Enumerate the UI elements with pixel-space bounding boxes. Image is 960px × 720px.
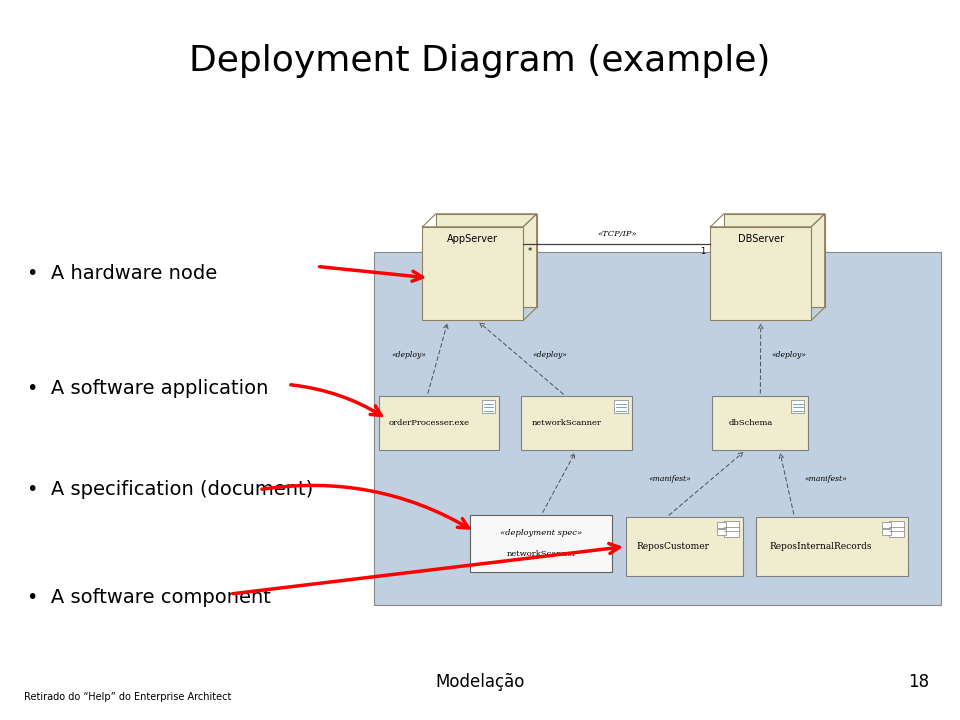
FancyBboxPatch shape <box>379 396 499 450</box>
Text: orderProcesser.exe: orderProcesser.exe <box>389 419 470 427</box>
FancyBboxPatch shape <box>614 400 628 413</box>
Text: AppServer: AppServer <box>447 234 498 244</box>
Text: 1: 1 <box>701 247 706 256</box>
FancyBboxPatch shape <box>756 517 908 576</box>
Text: «manifest»: «manifest» <box>804 475 847 483</box>
Text: networkScanner: networkScanner <box>507 550 576 558</box>
FancyBboxPatch shape <box>626 517 743 576</box>
Text: Retirado do “Help” do Enterprise Architect: Retirado do “Help” do Enterprise Archite… <box>24 692 231 702</box>
FancyBboxPatch shape <box>374 252 941 605</box>
FancyBboxPatch shape <box>521 396 632 450</box>
FancyBboxPatch shape <box>724 521 739 537</box>
Text: «deploy»: «deploy» <box>772 351 806 359</box>
FancyBboxPatch shape <box>882 522 891 528</box>
Text: «manifest»: «manifest» <box>649 475 691 483</box>
Text: «deployment spec»: «deployment spec» <box>500 529 583 537</box>
Text: «deploy»: «deploy» <box>392 351 426 359</box>
Text: DBServer: DBServer <box>737 234 784 244</box>
Text: *: * <box>528 247 532 256</box>
Text: •  A specification (document): • A specification (document) <box>27 480 313 499</box>
FancyBboxPatch shape <box>889 521 904 537</box>
Text: ReposCustomer: ReposCustomer <box>636 542 709 551</box>
FancyBboxPatch shape <box>717 522 726 528</box>
FancyBboxPatch shape <box>882 529 891 535</box>
Text: dbSchema: dbSchema <box>729 419 773 427</box>
Text: «TCP/IP»: «TCP/IP» <box>597 230 636 238</box>
FancyBboxPatch shape <box>717 529 726 535</box>
Text: Deployment Diagram (example): Deployment Diagram (example) <box>189 44 771 78</box>
FancyBboxPatch shape <box>712 396 808 450</box>
Text: ReposInternalRecords: ReposInternalRecords <box>770 542 872 551</box>
Text: networkScanner: networkScanner <box>532 419 602 427</box>
FancyBboxPatch shape <box>710 227 811 320</box>
FancyBboxPatch shape <box>470 515 612 572</box>
Text: «deploy»: «deploy» <box>533 351 567 359</box>
FancyBboxPatch shape <box>791 400 804 413</box>
Text: 18: 18 <box>908 673 929 691</box>
Text: •  A software application: • A software application <box>27 379 268 398</box>
Text: •  A software component: • A software component <box>27 588 271 607</box>
FancyBboxPatch shape <box>422 227 523 320</box>
FancyBboxPatch shape <box>436 214 537 307</box>
Text: Modelação: Modelação <box>435 673 525 691</box>
FancyBboxPatch shape <box>724 214 825 307</box>
FancyBboxPatch shape <box>482 400 495 413</box>
Text: •  A hardware node: • A hardware node <box>27 264 217 283</box>
